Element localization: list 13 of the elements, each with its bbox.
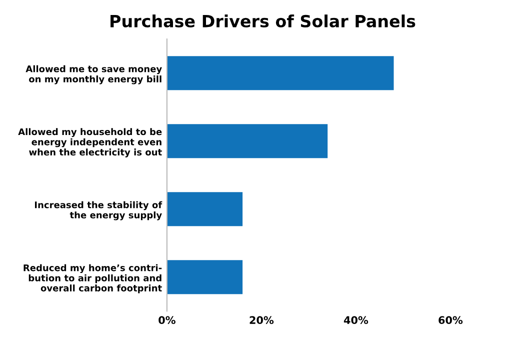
x-tick-label: 20% (250, 316, 274, 324)
y-tick-label: Increased the stability of the energy supply (35, 201, 162, 220)
x-tick-label: 0% (158, 316, 176, 324)
bar (166, 192, 243, 226)
y-tick-label: Reduced my home’s contri- bution to air pollution and overall carbon footprint (24, 264, 162, 294)
x-tick-label: 60% (438, 316, 463, 324)
bar (166, 260, 243, 294)
x-tick-label: 40% (344, 316, 368, 324)
y-tick-label: Allowed my household to be energy independent even when the electricity is out (18, 128, 162, 158)
bar (166, 56, 394, 90)
bar (166, 124, 328, 158)
y-tick-label: Allowed me to save money on my monthly energy bill (26, 65, 162, 84)
chart-title: Purchase Drivers of Solar Panels (110, 14, 416, 28)
